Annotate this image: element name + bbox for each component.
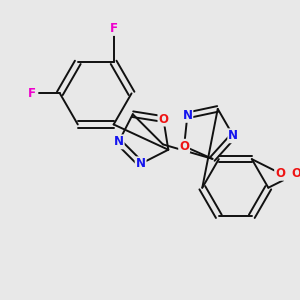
Text: O: O — [275, 167, 285, 180]
Text: F: F — [28, 87, 36, 100]
Text: N: N — [136, 157, 146, 170]
Text: O: O — [179, 140, 189, 153]
Text: O: O — [292, 167, 300, 180]
Text: N: N — [228, 129, 238, 142]
Text: N: N — [182, 109, 192, 122]
Text: F: F — [110, 22, 118, 35]
Text: O: O — [158, 112, 168, 126]
Text: N: N — [114, 135, 124, 148]
